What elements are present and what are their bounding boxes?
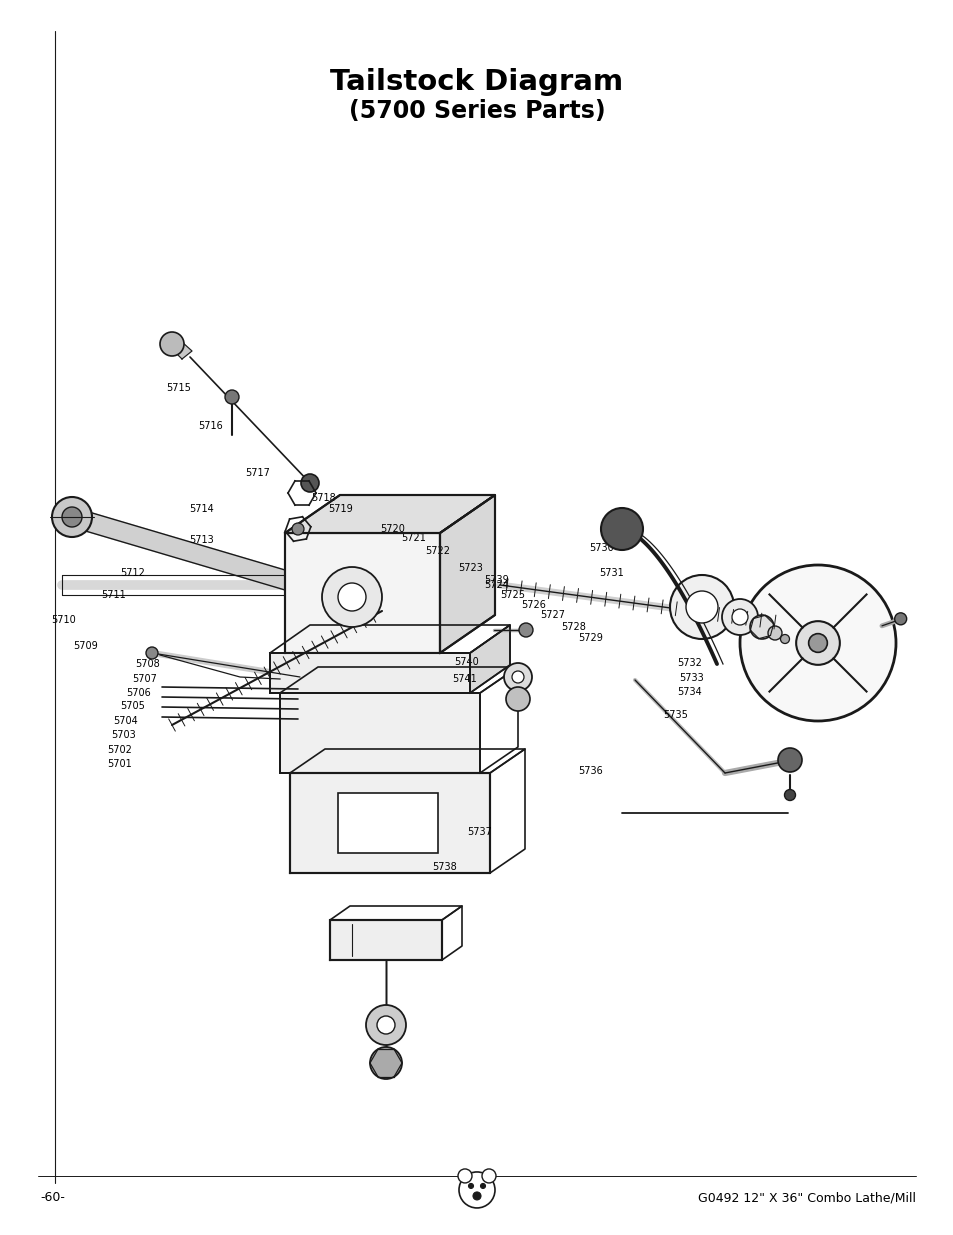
Circle shape: [796, 621, 839, 664]
Circle shape: [292, 522, 304, 535]
Polygon shape: [290, 773, 490, 873]
Circle shape: [740, 564, 895, 721]
Text: 5732: 5732: [677, 658, 701, 668]
Circle shape: [62, 508, 82, 527]
Text: 5717: 5717: [245, 468, 270, 478]
Circle shape: [503, 663, 532, 692]
Circle shape: [225, 390, 239, 404]
Text: 5712: 5712: [120, 568, 145, 578]
Circle shape: [721, 599, 758, 635]
Text: 5735: 5735: [662, 710, 687, 720]
Polygon shape: [285, 495, 495, 534]
Text: 5722: 5722: [425, 546, 450, 556]
Circle shape: [731, 609, 747, 625]
Text: 5727: 5727: [539, 610, 564, 620]
Text: Tailstock Diagram: Tailstock Diagram: [330, 68, 623, 95]
Text: 5711: 5711: [101, 590, 126, 600]
Polygon shape: [470, 625, 510, 693]
Text: -60-: -60-: [40, 1192, 65, 1204]
Text: 5710: 5710: [51, 615, 76, 625]
Polygon shape: [164, 333, 192, 359]
Text: 5736: 5736: [578, 766, 602, 776]
Circle shape: [366, 1005, 406, 1045]
Circle shape: [458, 1172, 495, 1208]
Text: 5702: 5702: [107, 745, 132, 755]
Text: G0492 12" X 36" Combo Lathe/Mill: G0492 12" X 36" Combo Lathe/Mill: [697, 1192, 915, 1204]
Polygon shape: [330, 920, 441, 960]
Text: 5716: 5716: [198, 421, 223, 431]
Circle shape: [518, 622, 533, 637]
Circle shape: [337, 583, 366, 611]
Text: 5723: 5723: [457, 563, 482, 573]
Polygon shape: [285, 534, 439, 653]
Text: 5728: 5728: [560, 622, 585, 632]
Text: 5713: 5713: [189, 535, 213, 545]
Circle shape: [468, 1183, 473, 1188]
Text: 5726: 5726: [520, 600, 545, 610]
Circle shape: [505, 687, 530, 711]
Text: 5733: 5733: [679, 673, 703, 683]
Circle shape: [52, 496, 91, 537]
Text: 5720: 5720: [380, 524, 405, 534]
Text: 5701: 5701: [107, 760, 132, 769]
Text: 5730: 5730: [589, 543, 614, 553]
Text: 5724: 5724: [484, 580, 509, 590]
Circle shape: [669, 576, 733, 638]
Circle shape: [780, 635, 789, 643]
Circle shape: [301, 474, 318, 492]
Polygon shape: [270, 653, 470, 693]
Text: 5709: 5709: [73, 641, 98, 651]
Text: 5729: 5729: [578, 634, 602, 643]
Circle shape: [322, 567, 381, 627]
Text: (5700 Series Parts): (5700 Series Parts): [349, 99, 604, 124]
Circle shape: [370, 1047, 401, 1079]
Text: 5721: 5721: [401, 534, 426, 543]
Text: 5740: 5740: [454, 657, 478, 667]
Polygon shape: [71, 508, 285, 590]
Circle shape: [767, 626, 781, 640]
Circle shape: [783, 789, 795, 800]
Circle shape: [685, 592, 718, 622]
Circle shape: [481, 1170, 496, 1183]
Text: 5731: 5731: [598, 568, 623, 578]
Circle shape: [808, 634, 826, 652]
Text: 5705: 5705: [120, 701, 145, 711]
Text: 5714: 5714: [189, 504, 213, 514]
Circle shape: [457, 1170, 472, 1183]
Text: 5715: 5715: [166, 383, 191, 393]
Text: 5737: 5737: [467, 827, 492, 837]
Circle shape: [600, 508, 642, 550]
Circle shape: [749, 615, 773, 638]
Circle shape: [512, 671, 523, 683]
Circle shape: [480, 1183, 485, 1188]
Text: 5741: 5741: [452, 674, 476, 684]
Polygon shape: [280, 693, 479, 773]
Text: 5739: 5739: [484, 576, 509, 585]
Text: 5718: 5718: [311, 493, 335, 503]
Polygon shape: [439, 495, 495, 653]
Circle shape: [778, 748, 801, 772]
Circle shape: [894, 613, 905, 625]
Circle shape: [146, 647, 158, 659]
Circle shape: [160, 332, 184, 356]
Text: 5725: 5725: [499, 590, 524, 600]
Text: 5707: 5707: [132, 674, 157, 684]
Text: 5703: 5703: [112, 730, 136, 740]
Text: 5734: 5734: [677, 687, 701, 697]
Circle shape: [376, 1016, 395, 1034]
Text: 5738: 5738: [432, 862, 456, 872]
Text: 5708: 5708: [135, 659, 160, 669]
Text: 5706: 5706: [126, 688, 151, 698]
Text: 5704: 5704: [113, 716, 138, 726]
Text: 5719: 5719: [328, 504, 353, 514]
Bar: [337, 793, 437, 853]
Circle shape: [473, 1192, 480, 1200]
